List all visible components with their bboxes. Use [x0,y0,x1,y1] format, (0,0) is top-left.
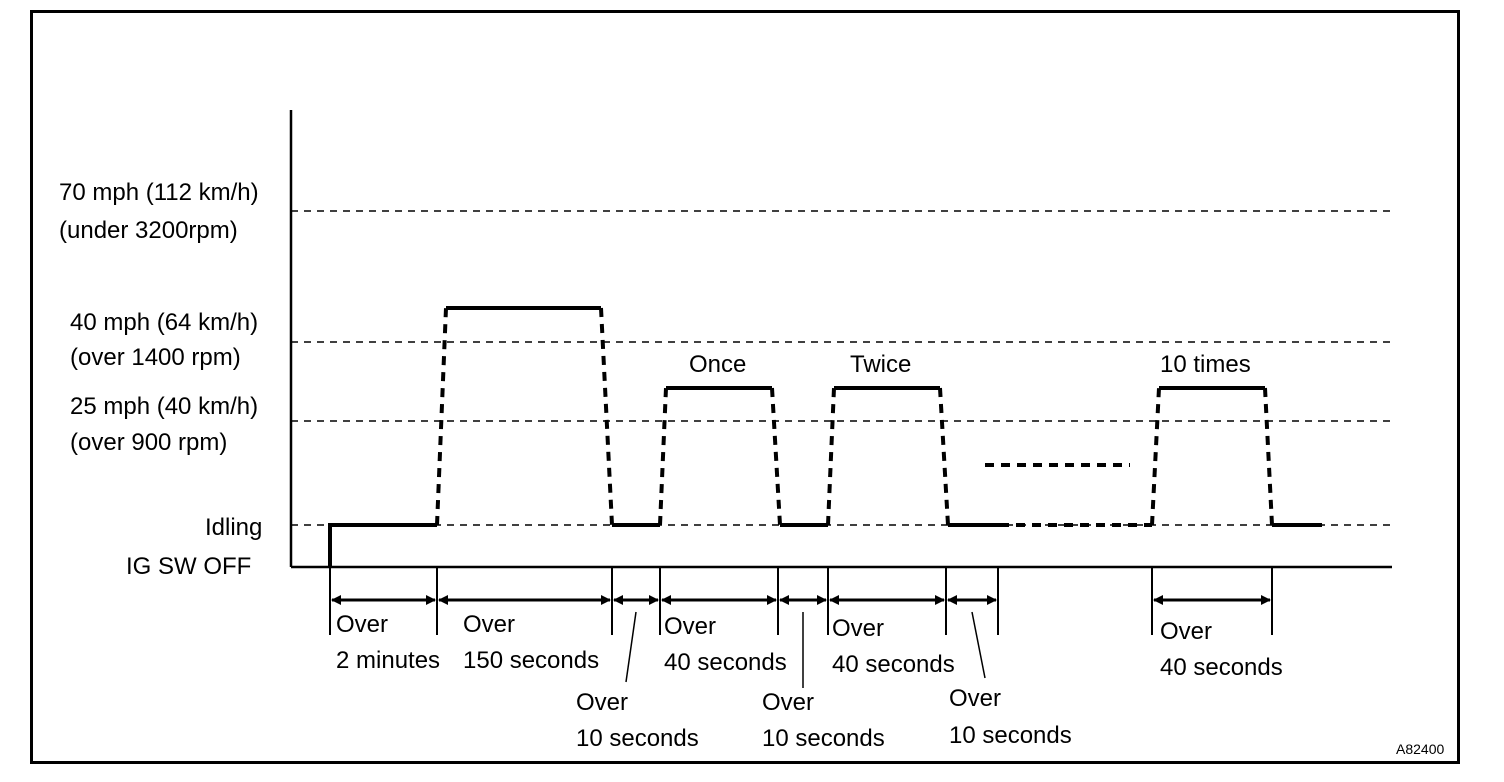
level-40mph-line1: 40 mph (64 km/h) [70,309,258,336]
accel-to-40mph [435,307,448,526]
leader-10-seconds-3 [971,611,986,679]
duration-4-line1: Over [762,689,814,716]
decel-once [770,387,782,526]
duration-3-line1: Over [664,613,716,640]
figure-frame [30,12,1460,764]
level-gridlines [291,210,1392,526]
decel-ten [1263,387,1274,526]
level-70mph-line1: 70 mph (112 km/h) [59,179,259,206]
duration-6-line2: 10 seconds [949,722,1072,749]
duration-2-line1: Over [576,689,628,716]
leader-lines [625,611,986,688]
accel-twice [826,387,836,526]
leader-10-seconds-1 [625,611,637,683]
duration-2-line2: 10 seconds [576,725,699,752]
level-70mph-line2: (under 3200rpm) [59,217,238,244]
accel-ten [1150,387,1161,526]
decel-twice [938,387,950,526]
duration-5-line1: Over [832,615,884,642]
duration-4-line2: 10 seconds [762,725,885,752]
decel-from-40mph [599,307,614,526]
duration-7-line2: 40 seconds [1160,654,1283,681]
duration-ticks [329,567,1273,635]
duration-0-line2: 2 minutes [336,647,440,674]
cycle-label-twice: Twice [850,351,911,378]
level-25mph-line1: 25 mph (40 km/h) [70,393,258,420]
accel-once [658,387,668,526]
cycle-label-once: Once [689,351,746,378]
duration-0-line1: Over [336,611,388,638]
cycle-label-ten-times: 10 times [1160,351,1251,378]
duration-3-line2: 40 seconds [664,649,787,676]
profile-start [328,523,437,567]
speed-profile-solid [328,306,1322,567]
duration-6-line1: Over [949,685,1001,712]
level-ig-sw-off: IG SW OFF [126,553,251,580]
level-25mph-line2: (over 900 rpm) [70,429,227,456]
duration-7-line1: Over [1160,618,1212,645]
speed-profile-transitions [435,307,1274,527]
duration-5-line2: 40 seconds [832,651,955,678]
duration-1-line2: 150 seconds [463,647,599,674]
frame-top-border [30,10,1460,13]
figure-code: A82400 [1396,741,1444,757]
level-idling: Idling [205,514,262,541]
duration-1-line1: Over [463,611,515,638]
level-40mph-line2: (over 1400 rpm) [70,344,241,371]
